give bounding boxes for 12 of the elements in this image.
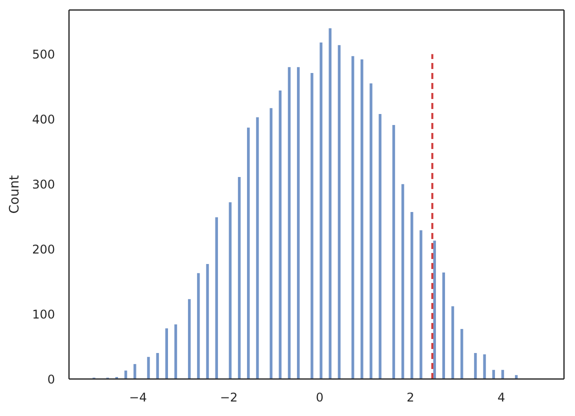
- x-tick-label: −4: [129, 390, 147, 405]
- x-tick-label: 2: [406, 390, 414, 405]
- y-tick-label: 500: [32, 47, 55, 62]
- y-tick-label: 200: [32, 242, 55, 256]
- y-tick-label: 0: [47, 372, 55, 386]
- x-tick-label: 4: [498, 390, 506, 405]
- y-tick-label: 100: [32, 307, 55, 322]
- y-tick-label: 400: [32, 112, 55, 126]
- y-axis-title: Count: [8, 175, 23, 214]
- x-tick-label: 0: [316, 390, 324, 405]
- y-tick-label: 300: [32, 177, 55, 192]
- x-tick-label: −2: [220, 390, 238, 405]
